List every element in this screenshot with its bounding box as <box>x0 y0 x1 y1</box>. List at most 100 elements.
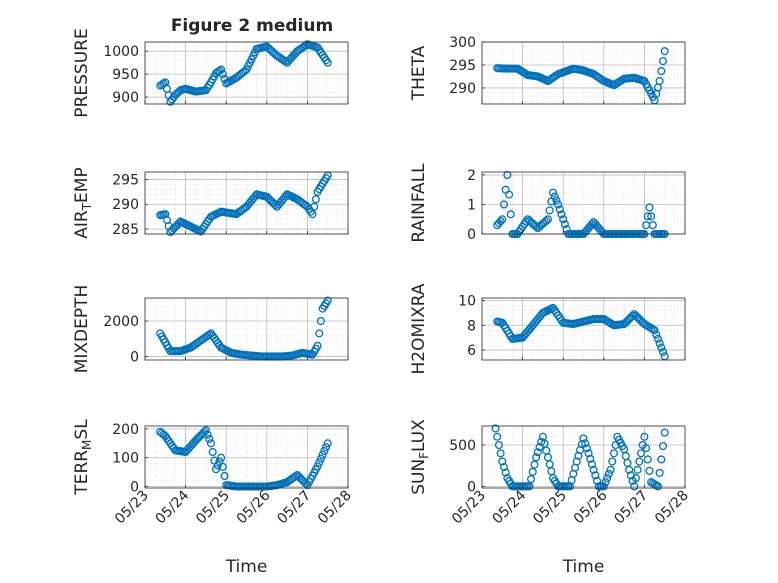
y-axis-label-part: SUN <box>409 459 429 495</box>
data-point <box>625 465 634 474</box>
data-point <box>212 465 221 474</box>
y-tick-label: 290 <box>449 81 476 97</box>
data-point <box>652 330 661 339</box>
data-point <box>631 474 640 483</box>
data-point <box>584 449 593 458</box>
data-point <box>311 195 320 204</box>
data-point <box>587 460 597 469</box>
data-point <box>505 190 514 199</box>
data-point <box>581 439 590 448</box>
data-point <box>640 432 649 441</box>
data-point <box>321 443 331 452</box>
x-axis-label: Time <box>225 557 268 577</box>
data-point <box>545 206 554 215</box>
y-tick-label: 6 <box>467 343 476 359</box>
y-axis-label: MIXDEPTH <box>72 285 92 374</box>
y-axis-label: THETA <box>409 45 429 101</box>
data-point <box>655 468 664 477</box>
y-axis-label-part: SL <box>72 419 92 440</box>
y-tick-label: 295 <box>112 172 139 188</box>
data-point <box>315 329 324 338</box>
data-point <box>601 478 610 487</box>
subplot-mixdepth: 0 2000 MIXDEPTH <box>72 285 349 374</box>
y-axis-label-part: TERR <box>72 450 92 496</box>
y-axis-label: AIRTEMP <box>72 167 94 238</box>
figure-title: Figure 2 medium <box>171 16 333 36</box>
y-tick-label: 0 <box>467 227 476 243</box>
y-tick-label: 500 <box>449 438 476 454</box>
data-point <box>579 434 588 443</box>
data-point <box>498 215 507 224</box>
data-point <box>660 47 669 56</box>
data-point <box>308 210 317 219</box>
axes-box <box>481 171 686 235</box>
data-point <box>657 343 666 352</box>
data-point <box>657 455 666 464</box>
data-point <box>498 457 507 466</box>
y-axis-label: SUNFLUX <box>409 419 431 495</box>
data-point <box>323 296 332 305</box>
y-axis-label-part: EMP <box>72 167 92 203</box>
data-point <box>323 439 332 448</box>
data-point <box>603 474 612 483</box>
y-tick-label: 100 <box>112 451 139 467</box>
data-point <box>315 458 324 467</box>
data-point <box>496 449 505 458</box>
data-point <box>628 311 637 320</box>
y-axis-label: TERRMSL <box>72 419 94 496</box>
data-point <box>506 210 515 219</box>
y-tick-label: 295 <box>449 58 476 74</box>
data-point <box>501 468 510 477</box>
data-point <box>658 57 668 66</box>
data-point <box>587 220 597 229</box>
data-point <box>648 221 657 230</box>
data-point <box>218 462 227 471</box>
data-point <box>582 444 591 453</box>
data-point <box>217 65 226 74</box>
data-point <box>503 170 512 180</box>
subplot-rainfall: 0 1 2 RAINFALL <box>409 163 686 243</box>
axes-box <box>481 41 686 105</box>
y-axis-label-subscript: T <box>80 202 94 211</box>
data-point <box>552 196 561 205</box>
y-tick-label: 8 <box>467 318 476 334</box>
data-point <box>647 212 656 221</box>
data-point <box>557 210 566 219</box>
data-point <box>608 457 617 466</box>
y-tick-label: 1 <box>467 197 476 213</box>
data-point <box>635 457 644 466</box>
data-point <box>310 202 319 211</box>
y-tick-label: 1000 <box>103 44 139 60</box>
y-tick-label: 290 <box>112 197 139 213</box>
data-point <box>494 440 503 450</box>
y-tick-label: 10 <box>458 293 476 309</box>
data-point <box>533 448 542 457</box>
data-point <box>657 67 666 76</box>
data-point <box>201 426 210 435</box>
data-point <box>323 58 332 67</box>
data-point <box>313 341 322 350</box>
data-point <box>532 453 541 462</box>
data-point <box>217 453 226 462</box>
data-point <box>559 215 568 224</box>
axes-box <box>144 425 349 489</box>
data-point <box>589 465 598 474</box>
subplot-pressure: 900 950 1000 PRESSURE <box>72 28 349 118</box>
subplot-air-temp: 285 290 295 AIRTEMP <box>72 167 349 239</box>
y-axis-label-part: LUX <box>409 419 429 452</box>
y-tick-label: 2000 <box>103 314 139 330</box>
data-point <box>642 444 651 453</box>
data-point <box>653 482 662 491</box>
y-axis-label-subscript: F <box>417 452 431 459</box>
data-point <box>554 200 563 209</box>
y-tick-label: 300 <box>449 35 476 51</box>
data-point <box>650 326 659 335</box>
data-point <box>645 466 654 475</box>
y-tick-label: 0 <box>467 479 476 495</box>
data-point <box>604 469 613 478</box>
y-tick-label: 200 <box>112 422 139 438</box>
data-point <box>542 216 551 225</box>
data-point <box>527 475 536 484</box>
